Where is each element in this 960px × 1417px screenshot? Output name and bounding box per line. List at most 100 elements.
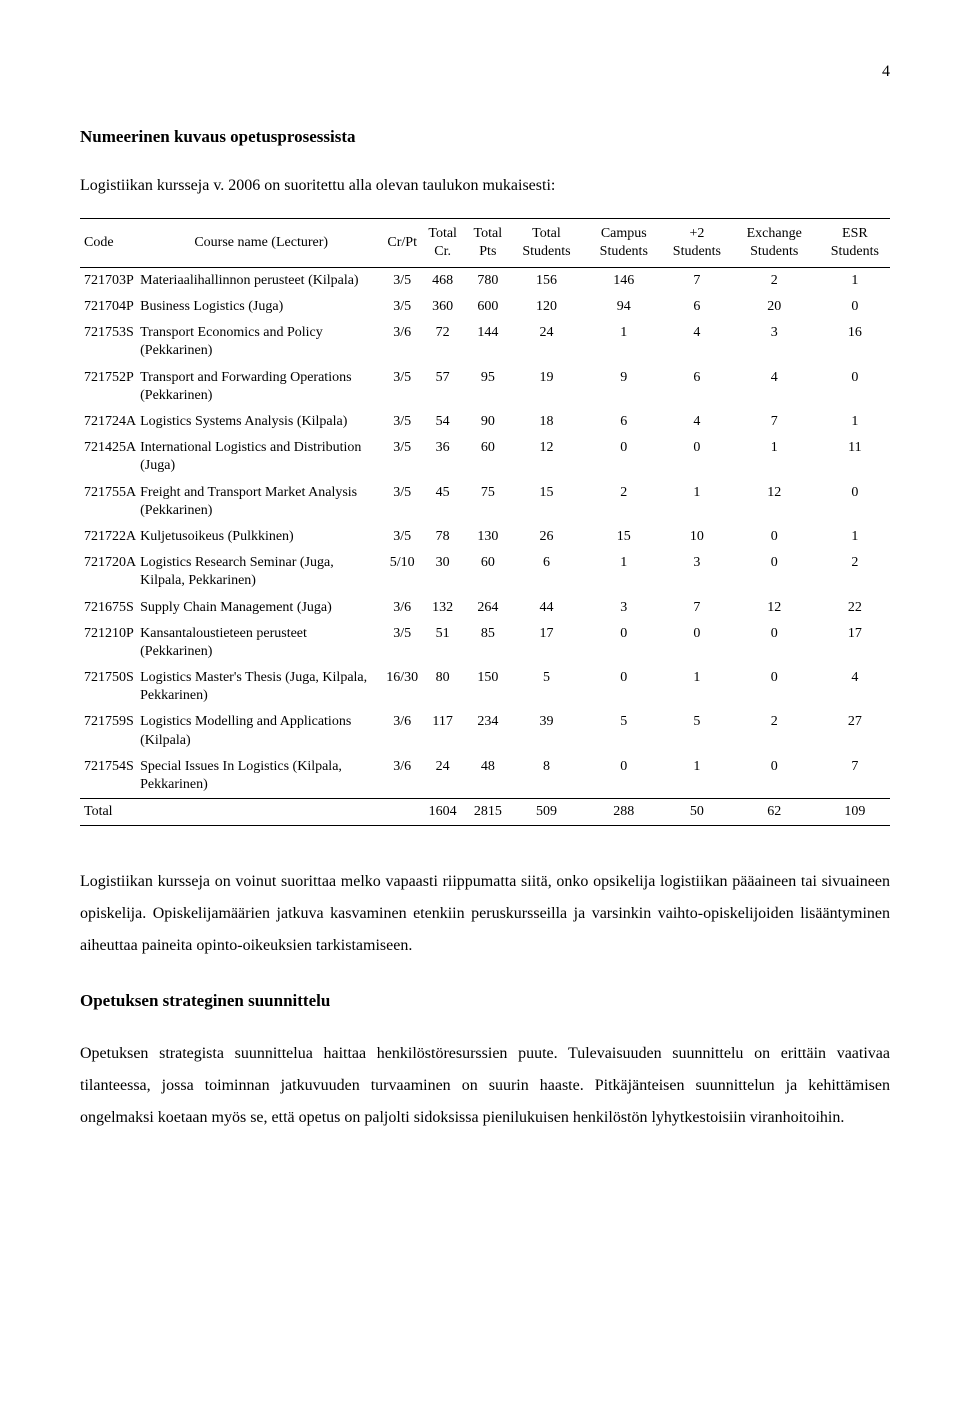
col-total-cr: Total Cr. [420, 218, 465, 267]
cell: 3/6 [384, 595, 420, 621]
col-exchange-students: Exchange Students [729, 218, 820, 267]
cell: 17 [510, 621, 582, 665]
cell: 3/5 [384, 365, 420, 409]
cell: 6 [665, 294, 729, 320]
cell: 8 [510, 754, 582, 799]
cell: 11 [820, 435, 890, 479]
heading-strategic-planning: Opetuksen strateginen suunnittelu [80, 988, 890, 1014]
table-row: 721703PMateriaalihallinnon perusteet (Ki… [80, 267, 890, 294]
cell: 10 [665, 524, 729, 550]
cell: 721425A [80, 435, 138, 479]
cell: Freight and Transport Market Analysis (P… [138, 480, 384, 524]
cell: 0 [582, 665, 665, 709]
cell: 4 [665, 320, 729, 364]
cell: 3 [729, 320, 820, 364]
table-row: 721752PTransport and Forwarding Operatio… [80, 365, 890, 409]
cell: 16 [820, 320, 890, 364]
col-total-students: Total Students [510, 218, 582, 267]
cell: 1 [665, 754, 729, 799]
paragraph-courses: Logistiikan kursseja on voinut suorittaa… [80, 866, 890, 962]
table-header-row: Code Course name (Lecturer) Cr/Pt Total … [80, 218, 890, 267]
table-row: 721759SLogistics Modelling and Applicati… [80, 709, 890, 753]
cell: 0 [729, 621, 820, 665]
cell: 26 [510, 524, 582, 550]
cell: 721675S [80, 595, 138, 621]
cell: 0 [665, 435, 729, 479]
cell: 0 [729, 754, 820, 799]
cell: Business Logistics (Juga) [138, 294, 384, 320]
cell: 3/6 [384, 754, 420, 799]
table-row: 721753STransport Economics and Policy (P… [80, 320, 890, 364]
cell: 2 [729, 709, 820, 753]
cell: 0 [665, 621, 729, 665]
cell: 600 [465, 294, 510, 320]
total-plus2: 50 [665, 799, 729, 826]
cell: 144 [465, 320, 510, 364]
cell: 19 [510, 365, 582, 409]
cell: Logistics Master's Thesis (Juga, Kilpala… [138, 665, 384, 709]
col-code: Code [80, 218, 138, 267]
cell: 17 [820, 621, 890, 665]
col-campus-students: Campus Students [582, 218, 665, 267]
cell: 3/5 [384, 294, 420, 320]
cell: 5 [665, 709, 729, 753]
cell: 1 [820, 267, 890, 294]
table-row: 721210PKansantaloustieteen perusteet (Pe… [80, 621, 890, 665]
intro-text: Logistiikan kursseja v. 2006 on suoritet… [80, 174, 890, 198]
cell: 0 [729, 665, 820, 709]
cell: 0 [820, 294, 890, 320]
cell: 30 [420, 550, 465, 594]
cell: 5/10 [384, 550, 420, 594]
cell: 72 [420, 320, 465, 364]
heading-numeric-description: Numeerinen kuvaus opetusprosessista [80, 124, 890, 150]
total-campus: 288 [582, 799, 665, 826]
cell: 51 [420, 621, 465, 665]
cell: 721210P [80, 621, 138, 665]
cell: 39 [510, 709, 582, 753]
total-label: Total [80, 799, 138, 826]
cell: 1 [582, 550, 665, 594]
cell: 6 [665, 365, 729, 409]
cell: 3/5 [384, 524, 420, 550]
cell: 130 [465, 524, 510, 550]
cell: 468 [420, 267, 465, 294]
cell: Logistics Modelling and Applications (Ki… [138, 709, 384, 753]
cell: 3/6 [384, 320, 420, 364]
cell: 3 [582, 595, 665, 621]
cell: 721750S [80, 665, 138, 709]
course-table: Code Course name (Lecturer) Cr/Pt Total … [80, 218, 890, 827]
cell: 44 [510, 595, 582, 621]
cell: 117 [420, 709, 465, 753]
cell: 0 [820, 480, 890, 524]
cell: 146 [582, 267, 665, 294]
col-esr-students: ESR Students [820, 218, 890, 267]
cell: 24 [510, 320, 582, 364]
cell: 3 [665, 550, 729, 594]
cell: 2 [820, 550, 890, 594]
cell: 20 [729, 294, 820, 320]
cell: 12 [510, 435, 582, 479]
cell: 22 [820, 595, 890, 621]
table-row: 721724ALogistics Systems Analysis (Kilpa… [80, 409, 890, 435]
cell: 48 [465, 754, 510, 799]
cell: 721724A [80, 409, 138, 435]
cell: 156 [510, 267, 582, 294]
cell: 1 [665, 665, 729, 709]
cell: 721755A [80, 480, 138, 524]
cell: 5 [582, 709, 665, 753]
cell: 24 [420, 754, 465, 799]
cell: 0 [582, 435, 665, 479]
total-crpt [384, 799, 420, 826]
paragraph-strategic: Opetuksen strategista suunnittelua haitt… [80, 1038, 890, 1134]
table-row: 721750SLogistics Master's Thesis (Juga, … [80, 665, 890, 709]
total-blank [138, 799, 384, 826]
cell: 4 [665, 409, 729, 435]
cell: 360 [420, 294, 465, 320]
page-number: 4 [80, 60, 890, 84]
cell: 12 [729, 595, 820, 621]
cell: Transport and Forwarding Operations (Pek… [138, 365, 384, 409]
cell: 85 [465, 621, 510, 665]
cell: 721722A [80, 524, 138, 550]
cell: 3/5 [384, 435, 420, 479]
cell: 0 [729, 524, 820, 550]
